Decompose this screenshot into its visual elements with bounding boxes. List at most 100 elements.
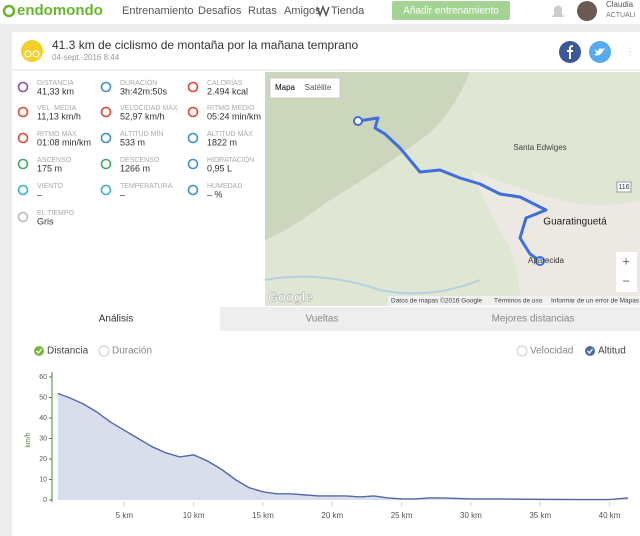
- stat-label: DESCENSO: [120, 157, 160, 164]
- add-workout-button[interactable]: [392, 1, 510, 20]
- nav-item[interactable]: Entrenamiento: [122, 5, 194, 17]
- stat-icon: [100, 158, 112, 170]
- map-place: Santa Edwiges: [513, 143, 566, 152]
- button-label: Añadir entrenamiento: [403, 6, 499, 17]
- stat-value: – %: [207, 189, 223, 199]
- zoom-control: [616, 252, 637, 292]
- zoom-in[interactable]: +: [622, 253, 630, 268]
- stat-label: DISTANCIA: [37, 80, 74, 87]
- y-tick-label: 60: [39, 374, 47, 381]
- x-tick-label: 5 km: [116, 511, 134, 520]
- map-type-control: [269, 77, 341, 99]
- stat-value: 0,95 L: [207, 163, 232, 173]
- stat-value: –: [37, 189, 42, 199]
- nav-item[interactable]: Desafíos: [198, 5, 242, 17]
- x-option[interactable]: Distancia: [47, 346, 89, 357]
- stat-label: ASCENSO: [37, 157, 72, 164]
- check: [36, 348, 43, 354]
- active-tab[interactable]: [12, 307, 220, 331]
- checkbox[interactable]: [98, 345, 110, 357]
- stat-value: 1822 m: [207, 137, 237, 147]
- nav-item[interactable]: Tienda: [331, 5, 365, 17]
- store-icon: [316, 4, 330, 18]
- y-option[interactable]: Velocidad: [530, 346, 573, 357]
- stat-label: ALTITUD MÍN: [120, 129, 163, 138]
- satellite-button[interactable]: Satélite: [305, 83, 332, 92]
- map-logo: Google: [268, 289, 313, 304]
- logo[interactable]: endomondo: [17, 2, 103, 19]
- attribution-bar: [388, 296, 640, 306]
- y-tick-label: 0: [43, 497, 47, 504]
- tab[interactable]: Vueltas: [306, 314, 339, 325]
- y-tick-label: 40: [39, 415, 47, 422]
- nav-bar: [0, 0, 640, 24]
- map-button[interactable]: Mapa: [275, 83, 296, 92]
- stat-label: HUMEDAD: [207, 183, 242, 190]
- area: [57, 393, 628, 500]
- map-place: Guaratinguetá: [543, 217, 607, 228]
- map-urban: [470, 170, 640, 306]
- more-icon[interactable]: ⋮: [625, 47, 635, 58]
- y-tick-label: 50: [39, 394, 47, 401]
- map-attribution: Datos de mapas ©2016 Google: [391, 297, 483, 305]
- stat-icon: [17, 81, 29, 93]
- stat-icon: [187, 81, 199, 93]
- stat-value: 11,13 km/h: [37, 111, 81, 121]
- stat-value: 533 m: [120, 137, 145, 147]
- y-tick-label: 30: [39, 435, 47, 442]
- sport-icon-part: [24, 50, 32, 58]
- map-terms[interactable]: Términos de uso: [494, 298, 543, 305]
- zoom-out[interactable]: −: [622, 273, 630, 288]
- stat-label: VELOCIDAD MÁX: [120, 103, 178, 112]
- stat-value: Gris: [37, 216, 54, 226]
- stat-icon: [100, 106, 112, 118]
- map-report[interactable]: Informar de un error de Mapas: [551, 298, 640, 305]
- checkbox-checked[interactable]: [585, 346, 595, 356]
- stat-icon: [187, 106, 199, 118]
- nav-item[interactable]: Rutas: [248, 5, 277, 17]
- bell-icon[interactable]: [552, 5, 564, 18]
- x-tick-label: 20 km: [321, 511, 343, 520]
- stat-icon: [187, 184, 199, 196]
- tab[interactable]: Análisis: [99, 314, 133, 325]
- stat-label: HIDRATACIÓN: [207, 155, 254, 164]
- stat-value: 52,97 km/h: [120, 111, 165, 121]
- check: [587, 348, 594, 354]
- x-tick-label: 30 km: [460, 511, 482, 520]
- map-terrain: [265, 72, 470, 240]
- user-name[interactable]: Claudia: [606, 0, 634, 9]
- checkbox[interactable]: [516, 345, 528, 357]
- stat-icon: [100, 81, 112, 93]
- stat-icon: [187, 132, 199, 144]
- logo-icon: [2, 4, 16, 18]
- stat-value: 2.494 kcal: [207, 86, 248, 96]
- y-tick-label: 20: [39, 456, 47, 463]
- route-end: [535, 256, 545, 266]
- stat-label: VEL. MEDIA: [37, 105, 77, 112]
- road-shield: [616, 181, 632, 193]
- x-tick-label: 35 km: [529, 511, 551, 520]
- checkbox-checked[interactable]: [34, 346, 44, 356]
- stat-icon: [100, 184, 112, 196]
- stat-label: VIENTO: [37, 183, 63, 190]
- tab[interactable]: Mejores distancias: [492, 314, 575, 325]
- legend-label[interactable]: Altitud: [598, 346, 626, 357]
- y-tick-label: 10: [39, 476, 47, 483]
- stat-icon: [17, 184, 29, 196]
- x-option[interactable]: Duración: [112, 346, 152, 357]
- stat-value: 3h:42m:50s: [120, 86, 168, 96]
- nav-item[interactable]: Amigos: [284, 5, 321, 17]
- map[interactable]: Mapa Satélite Santa Edwiges Guaratinguet…: [264, 72, 640, 306]
- sport-icon-part: [32, 50, 40, 58]
- stat-icon: [17, 132, 29, 144]
- sport-icon: [21, 40, 43, 62]
- stat-value: 41,33 km: [37, 86, 74, 96]
- avatar[interactable]: [577, 1, 597, 21]
- stat-label: DURACIÓN: [120, 78, 157, 87]
- line: [57, 392, 629, 501]
- stat-icon: [187, 158, 199, 170]
- stat-value: 05:24 min/km: [207, 111, 261, 121]
- x-tick-label: 10 km: [183, 511, 205, 520]
